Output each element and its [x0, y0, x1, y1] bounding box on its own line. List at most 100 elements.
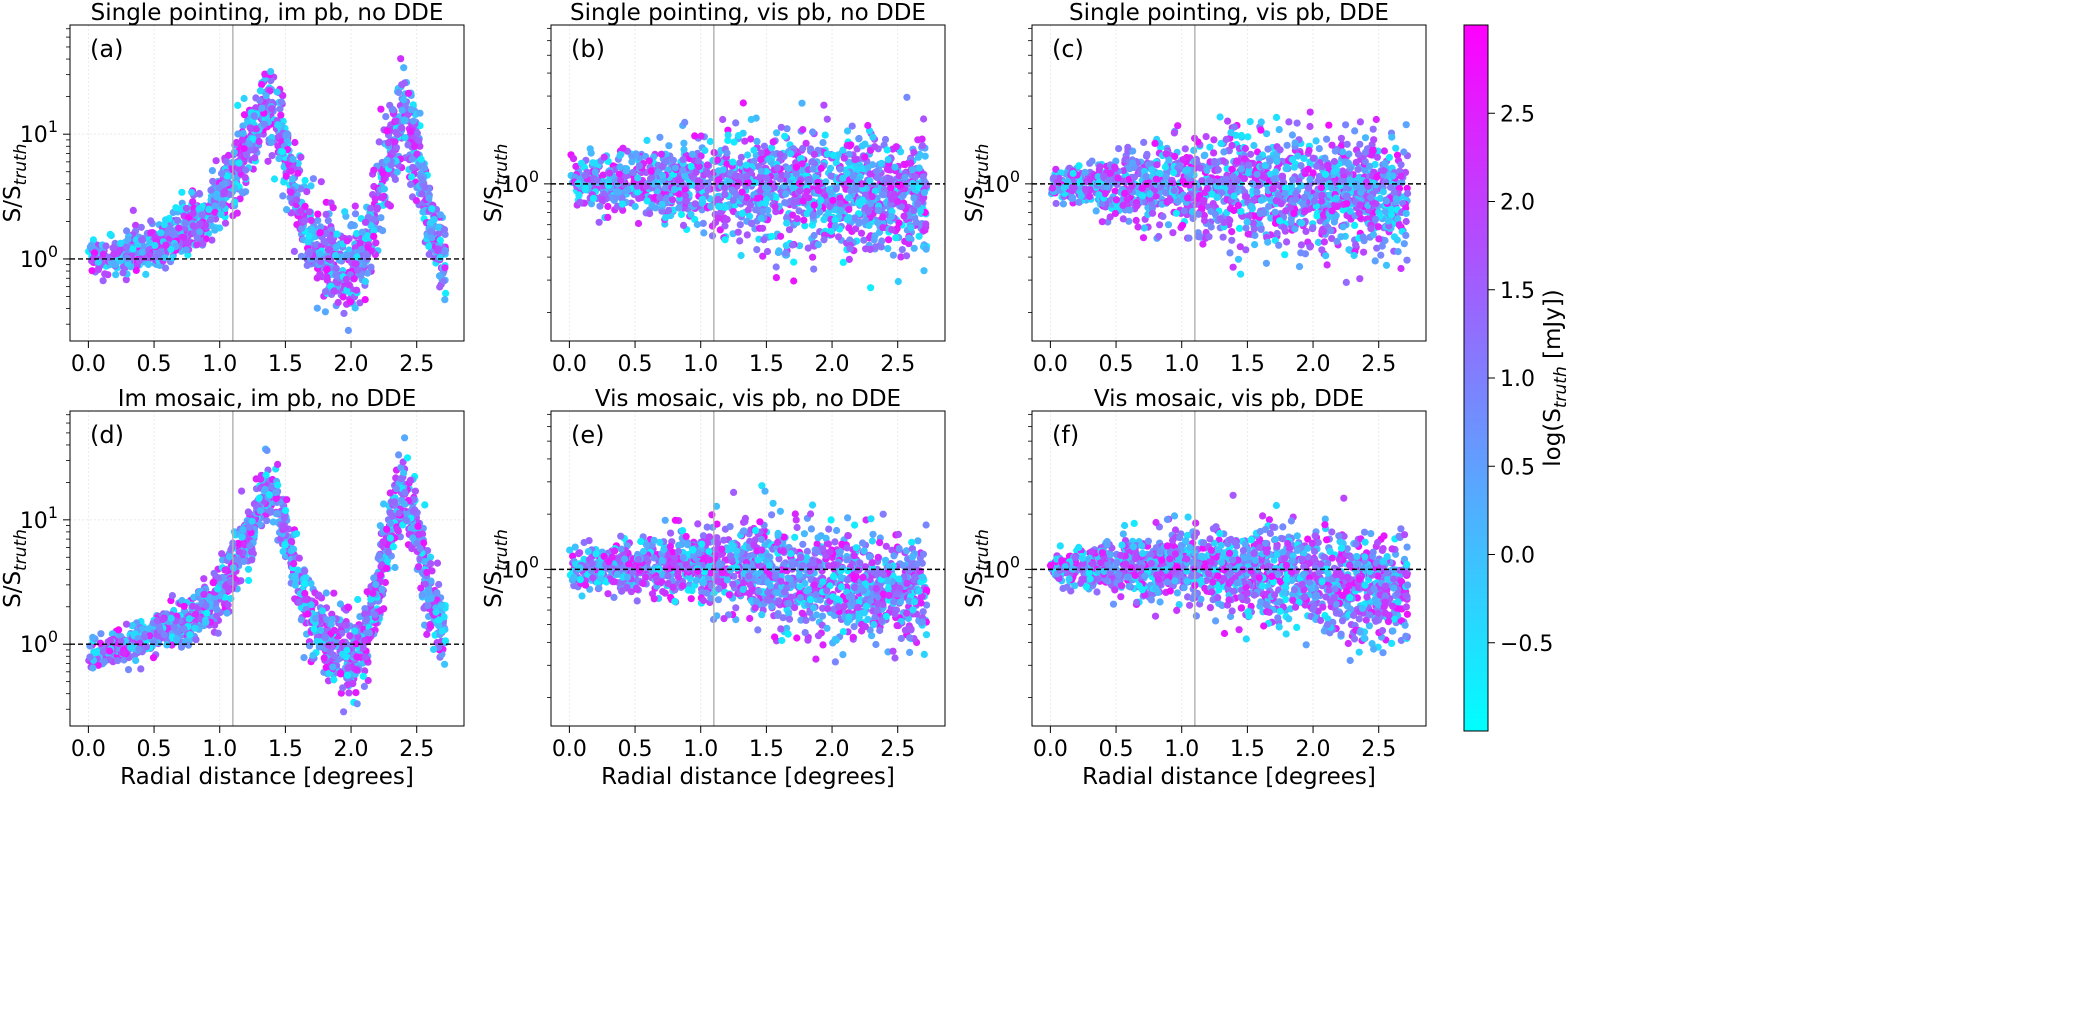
data-point: [885, 236, 893, 244]
data-point: [889, 251, 898, 259]
data-point: [898, 246, 906, 254]
data-point: [282, 172, 290, 180]
y-axis-label: S/Struth: [962, 144, 993, 223]
data-point: [1181, 145, 1189, 153]
data-point: [1172, 209, 1180, 217]
data-point: [1362, 178, 1371, 186]
x-tick-label: 0.0: [1033, 352, 1068, 377]
data-point: [1402, 121, 1410, 129]
data-point: [196, 228, 204, 236]
y-axis-label: S/Struth: [481, 144, 512, 223]
x-tick-label: 1.0: [683, 352, 718, 377]
data-point: [799, 126, 807, 134]
data-point: [180, 233, 188, 241]
data-point: [1404, 189, 1412, 198]
data-point: [869, 133, 877, 141]
data-point: [358, 245, 366, 253]
data-point: [383, 156, 391, 164]
data-point: [1119, 167, 1128, 175]
data-point: [303, 188, 311, 196]
data-point: [1394, 215, 1402, 223]
x-tick-label: 2.5: [1361, 352, 1396, 377]
data-point: [618, 200, 626, 208]
data-point: [223, 172, 231, 180]
data-point: [658, 171, 667, 179]
data-point: [1317, 184, 1325, 192]
data-point: [1179, 156, 1187, 164]
data-point: [1369, 125, 1377, 133]
data-point: [773, 129, 781, 137]
data-point: [1385, 153, 1393, 162]
data-point: [1106, 213, 1114, 221]
data-point: [398, 124, 406, 132]
data-point: [1344, 160, 1352, 168]
data-point: [297, 153, 305, 161]
data-point: [341, 208, 349, 216]
data-point: [918, 141, 927, 150]
data-point: [831, 222, 840, 230]
data-point: [1124, 143, 1132, 151]
data-point: [656, 133, 664, 141]
data-point: [681, 118, 689, 126]
data-point: [361, 296, 369, 304]
data-point: [195, 205, 203, 213]
data-point: [635, 162, 644, 170]
data-point: [1290, 209, 1298, 217]
data-point: [1377, 251, 1385, 259]
x-tick-label: 2.0: [815, 352, 850, 377]
data-point: [1219, 157, 1227, 165]
data-point: [1309, 154, 1317, 162]
data-point: [785, 165, 793, 173]
data-point: [862, 245, 870, 253]
data-point: [313, 304, 321, 312]
data-point: [124, 235, 132, 243]
data-point: [732, 191, 740, 199]
data-point: [110, 250, 118, 258]
data-point: [1302, 227, 1310, 235]
data-point: [912, 218, 920, 226]
data-point: [854, 166, 862, 174]
data-point: [428, 234, 436, 242]
data-point: [1255, 154, 1263, 162]
data-point: [814, 241, 822, 249]
data-point: [363, 269, 372, 277]
data-point: [240, 145, 248, 153]
data-point: [661, 184, 669, 192]
data-point: [1367, 193, 1375, 202]
data-point: [240, 94, 248, 103]
data-point: [845, 224, 853, 232]
data-point: [169, 230, 177, 238]
data-point: [1166, 196, 1174, 204]
axes-frame: [1031, 24, 1427, 342]
data-point: [865, 221, 873, 230]
data-point: [1273, 157, 1281, 166]
data-point: [1165, 156, 1173, 164]
data-point: [230, 148, 238, 156]
data-point: [772, 194, 780, 202]
data-point: [347, 220, 356, 229]
data-point: [426, 227, 435, 235]
data-point: [410, 142, 419, 150]
data-point: [1095, 191, 1103, 199]
data-point: [167, 245, 175, 253]
data-point: [1161, 163, 1169, 171]
data-point: [1262, 259, 1270, 267]
data-point: [174, 216, 182, 225]
axes-frame: [550, 24, 946, 342]
data-point: [598, 195, 606, 203]
data-point: [124, 259, 132, 268]
data-point: [1397, 172, 1405, 180]
data-point: [569, 155, 578, 163]
data-point: [661, 214, 670, 222]
data-point: [334, 298, 342, 307]
data-point: [1257, 118, 1265, 126]
data-point: [753, 246, 761, 254]
data-point: [1342, 121, 1350, 129]
data-point: [1314, 177, 1322, 185]
data-point: [135, 256, 143, 264]
data-point: [1052, 165, 1060, 173]
data-point: [157, 229, 165, 237]
data-point: [416, 109, 424, 117]
data-point: [839, 146, 847, 154]
data-point: [775, 247, 783, 255]
